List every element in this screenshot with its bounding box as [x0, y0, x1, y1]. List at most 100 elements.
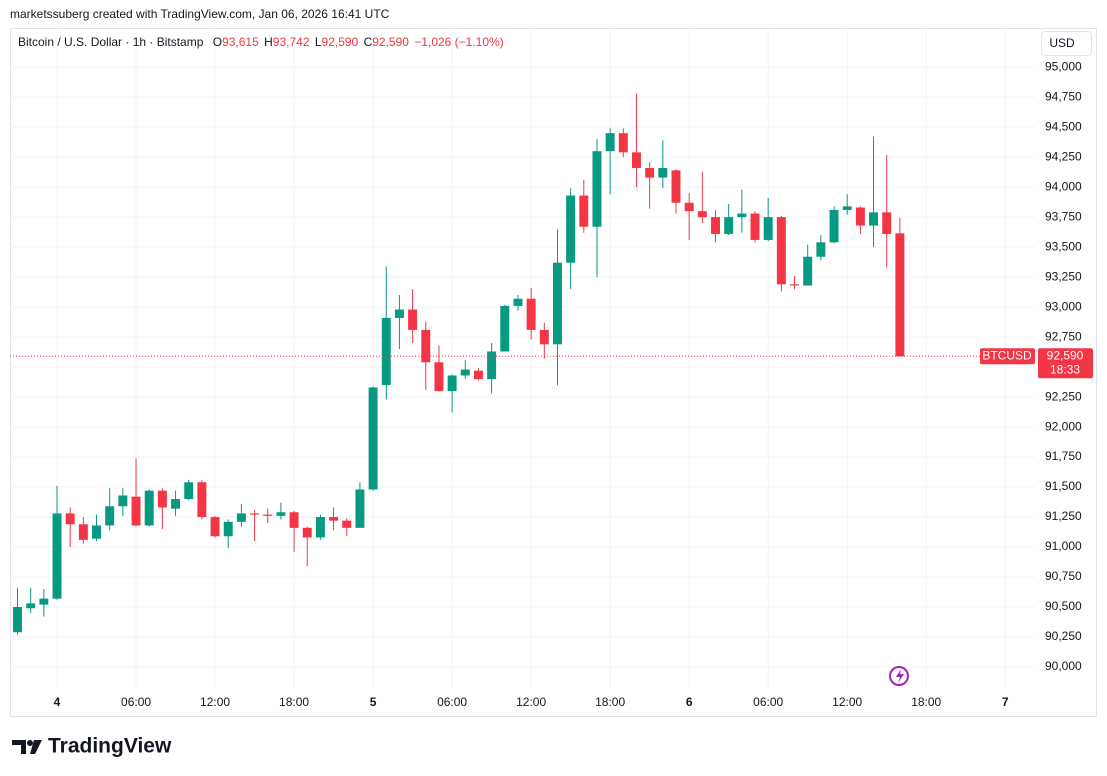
candle-body: [684, 202, 694, 212]
candle-body: [750, 213, 760, 240]
candle: [302, 526, 312, 567]
candle-body: [381, 317, 391, 386]
logo-icon: [30, 740, 42, 754]
ohlc-label: L: [315, 35, 322, 49]
candle-body: [776, 217, 786, 285]
candle: [210, 515, 220, 538]
candle-body: [842, 206, 852, 210]
logo-icon: [12, 740, 26, 754]
candle-body: [737, 213, 747, 218]
candle-body: [579, 195, 589, 227]
candle: [276, 502, 286, 520]
candle-body: [473, 370, 483, 380]
countdown-label: 18:33: [1050, 362, 1080, 376]
plot: 90,000 90,250 90,500 90,750 91,000 91,250 91,5…: [10, 30, 1093, 709]
candle: [78, 517, 88, 544]
y-tick-label: 95,000: [1045, 59, 1082, 73]
price-badge: [1038, 348, 1093, 379]
candle: [223, 519, 233, 549]
candle: [408, 289, 418, 344]
candle-body: [487, 351, 497, 380]
symbol-badge: [980, 348, 1035, 365]
x-tick-label: 06:00: [121, 695, 151, 709]
x-tick-label: 12:00: [832, 695, 862, 709]
y-tick-label: 91,500: [1045, 479, 1082, 493]
candle: [737, 189, 747, 233]
candle-body: [276, 512, 286, 516]
candle-body: [711, 217, 720, 234]
candle-body: [605, 133, 615, 152]
candle: [487, 343, 497, 394]
y-tick-label: 93,750: [1045, 209, 1082, 223]
y-tick-label: 94,500: [1045, 119, 1082, 133]
candle: [816, 235, 826, 261]
candle-body: [329, 517, 339, 521]
candle-body: [421, 329, 431, 363]
y-tick-label: 90,500: [1045, 599, 1082, 613]
candle: [842, 194, 852, 215]
currency-label[interactable]: USD: [1049, 36, 1075, 50]
candle-body: [697, 211, 707, 218]
candle-body: [763, 217, 773, 240]
ohlc-label: O: [213, 35, 222, 49]
candle: [250, 509, 260, 542]
attribution: marketssuberg created with TradingView.c…: [10, 7, 390, 21]
candle: [460, 359, 470, 380]
candle-body: [157, 490, 167, 508]
candle-body: [882, 212, 892, 234]
candle: [157, 488, 167, 530]
candle-body: [197, 482, 207, 518]
x-tick-label: 06:00: [437, 695, 467, 709]
candle: [671, 169, 681, 214]
x-tick-label: 6: [686, 695, 693, 709]
y-tick-label: 94,750: [1045, 89, 1082, 103]
candle: [855, 206, 865, 234]
candle: [381, 266, 391, 400]
y-tick-label: 93,250: [1045, 269, 1082, 283]
x-tick-label: 18:00: [595, 695, 625, 709]
candle-body: [26, 603, 36, 609]
candle: [552, 229, 562, 386]
candle: [368, 386, 378, 491]
x-tick-label: 06:00: [753, 695, 783, 709]
candle: [697, 171, 707, 224]
currency-button[interactable]: [1041, 31, 1092, 56]
candle: [869, 136, 879, 248]
candle: [829, 206, 839, 244]
candle-body: [105, 506, 115, 526]
candle: [105, 488, 115, 531]
candle: [329, 507, 339, 531]
candle: [131, 458, 141, 527]
y-tick-label: 92,250: [1045, 389, 1082, 403]
candle: [763, 197, 773, 242]
price-label: 92,590: [1047, 348, 1084, 362]
candle-body: [236, 513, 246, 522]
candle: [65, 507, 75, 548]
candle-body: [144, 490, 154, 526]
y-tick-label: 90,250: [1045, 629, 1082, 643]
candle: [39, 589, 49, 617]
y-tick-label: 92,000: [1045, 419, 1082, 433]
candle: [566, 188, 576, 290]
brand-logo: TradingView: [12, 735, 172, 758]
candle-body: [394, 309, 404, 318]
candle: [289, 511, 299, 552]
candle: [52, 485, 62, 600]
y-tick-label: 91,750: [1045, 449, 1082, 463]
candle: [579, 179, 589, 233]
candle: [447, 374, 457, 413]
candle: [684, 193, 694, 240]
ohlc-label: H: [264, 35, 273, 49]
candle-body: [92, 525, 102, 539]
candle: [500, 304, 510, 352]
candle: [645, 161, 655, 209]
candle-body: [803, 256, 813, 286]
candle-body: [171, 499, 181, 509]
y-tick-label: 94,250: [1045, 149, 1082, 163]
candle-body: [434, 362, 444, 392]
x-tick-label: 12:00: [516, 695, 546, 709]
x-tick-label: 7: [1002, 695, 1009, 709]
watermark-bolt: [896, 669, 904, 683]
